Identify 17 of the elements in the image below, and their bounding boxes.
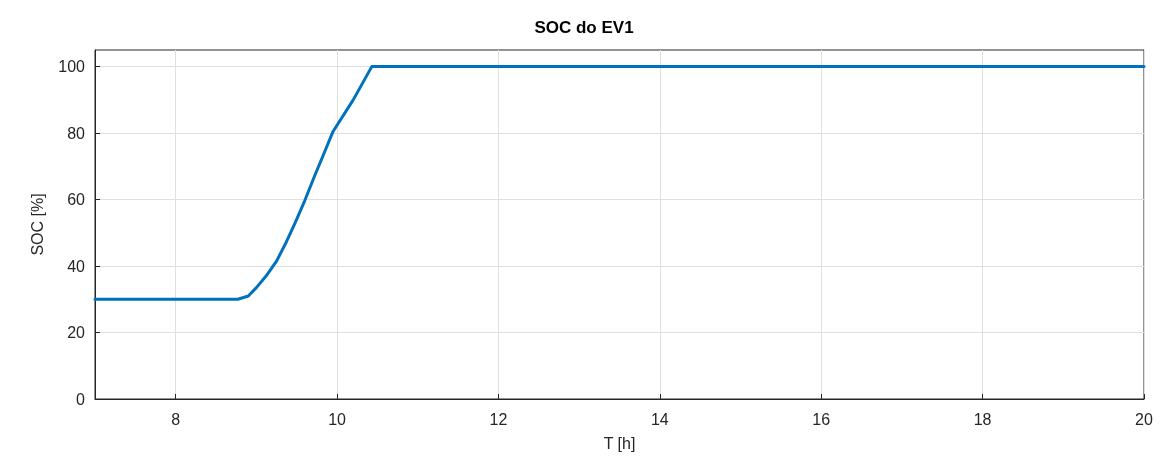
- x-tick-label: 20: [1135, 410, 1153, 428]
- y-tick-label: 0: [76, 390, 86, 408]
- chart-title: SOC do EV1: [534, 18, 634, 37]
- x-axis-title: T [h]: [603, 434, 636, 452]
- y-axis-title: SOC [%]: [28, 193, 46, 256]
- y-tick-label: 100: [58, 58, 86, 76]
- x-tick-label: 10: [328, 410, 347, 428]
- x-tick-label: 18: [973, 410, 992, 428]
- y-tick-label: 40: [67, 257, 86, 275]
- x-tick-label: 8: [171, 410, 181, 428]
- x-tick-label: 14: [650, 410, 669, 428]
- y-tick-label: 60: [67, 191, 86, 209]
- y-tick-label: 20: [67, 324, 86, 342]
- y-tick-label: 80: [67, 124, 86, 142]
- x-tick-label: 12: [489, 410, 508, 428]
- x-tick-label: 16: [812, 410, 831, 428]
- line-series: [93, 65, 1146, 301]
